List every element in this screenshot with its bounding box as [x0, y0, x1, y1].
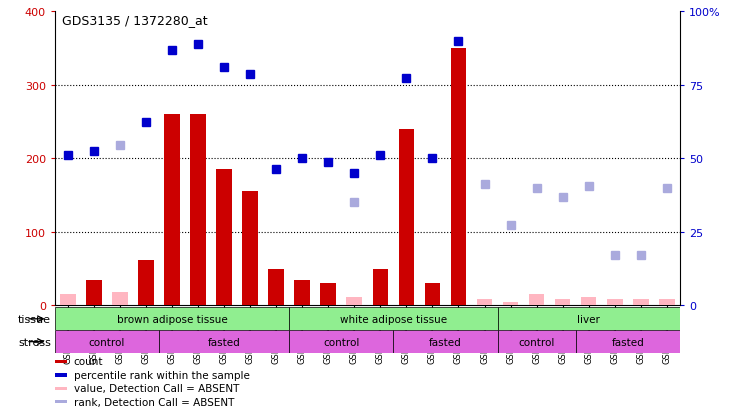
Text: value, Detection Call = ABSENT: value, Detection Call = ABSENT	[74, 384, 239, 394]
Text: liver: liver	[577, 314, 600, 324]
Bar	[425, 284, 440, 306]
Bar	[575, 330, 680, 353]
Bar	[320, 284, 336, 306]
Text: fasted: fasted	[208, 337, 240, 347]
Text: control: control	[323, 337, 360, 347]
Bar	[190, 115, 206, 306]
Bar	[633, 300, 648, 306]
Bar	[529, 294, 545, 306]
Bar	[477, 300, 492, 306]
Bar	[659, 300, 675, 306]
Bar	[164, 115, 180, 306]
Bar	[55, 330, 159, 353]
Bar	[86, 280, 102, 306]
Bar	[268, 269, 284, 306]
Text: count: count	[74, 357, 103, 367]
Text: rank, Detection Call = ABSENT: rank, Detection Call = ABSENT	[74, 397, 234, 407]
Bar	[112, 292, 128, 306]
Bar	[138, 260, 154, 306]
Text: percentile rank within the sample: percentile rank within the sample	[74, 370, 249, 380]
Bar	[607, 300, 623, 306]
Text: fasted: fasted	[611, 337, 644, 347]
Bar	[60, 294, 75, 306]
Bar	[289, 330, 393, 353]
Bar	[498, 330, 575, 353]
Bar	[159, 330, 289, 353]
Text: brown adipose tissue: brown adipose tissue	[117, 314, 227, 324]
Bar	[393, 330, 498, 353]
Text: control: control	[518, 337, 555, 347]
Text: GDS3135 / 1372280_at: GDS3135 / 1372280_at	[62, 14, 208, 27]
Text: control: control	[88, 337, 125, 347]
Bar	[216, 170, 232, 306]
Bar	[373, 269, 388, 306]
Bar	[346, 297, 362, 306]
Text: white adipose tissue: white adipose tissue	[340, 314, 447, 324]
Bar	[55, 400, 67, 404]
Bar	[498, 308, 680, 330]
Bar	[242, 192, 258, 306]
Text: stress: stress	[18, 337, 51, 347]
Bar	[55, 387, 67, 390]
Text: tissue: tissue	[18, 314, 51, 324]
Bar	[289, 308, 498, 330]
Bar	[503, 302, 518, 306]
Text: fasted: fasted	[429, 337, 462, 347]
Bar	[55, 373, 67, 377]
Bar	[555, 300, 570, 306]
Bar	[295, 280, 310, 306]
Bar	[450, 49, 466, 306]
Bar	[581, 297, 596, 306]
Bar	[55, 360, 67, 363]
Bar	[55, 308, 289, 330]
Bar	[398, 130, 414, 306]
